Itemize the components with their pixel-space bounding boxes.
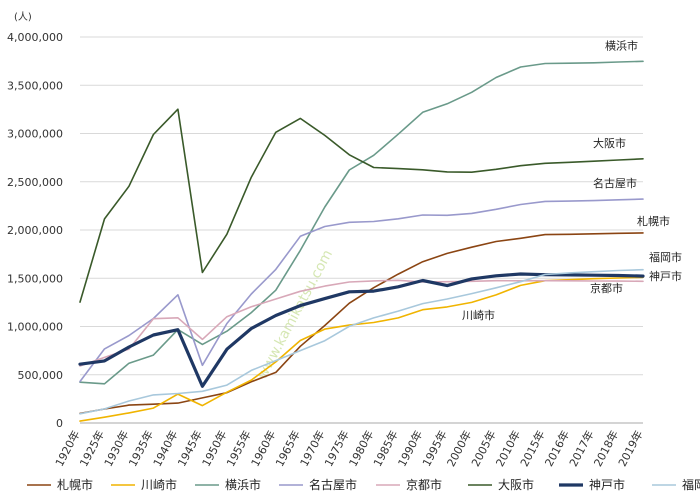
series-label: 札幌市 xyxy=(637,214,670,228)
legend-label: 福岡市 xyxy=(682,477,700,492)
legend-label: 札幌市 xyxy=(57,477,93,492)
grid-lines xyxy=(80,36,643,424)
y-tick-label: 4,000,000 xyxy=(7,31,63,44)
y-tick-label: 1,500,000 xyxy=(7,272,63,285)
series-label: 名古屋市 xyxy=(593,176,637,190)
series-label: 神戸市 xyxy=(649,269,682,283)
legend-label: 横浜市 xyxy=(225,477,261,492)
legend-label: 名古屋市 xyxy=(309,477,357,492)
legend: 札幌市 川崎市 横浜市 名古屋市 京都市 大阪市 神戸市 福岡市 xyxy=(27,477,700,492)
legend-label: 神戸市 xyxy=(589,477,625,492)
series-line xyxy=(79,60,644,385)
series-line xyxy=(79,232,644,415)
y-tick-labels: 0 500,000 1,000,000 1,500,000 2,000,000 2,500… xyxy=(7,31,63,430)
y-axis-unit: (人) xyxy=(14,11,32,23)
series-line xyxy=(79,198,644,383)
series-label: 横浜市 xyxy=(605,38,638,52)
legend-label: 京都市 xyxy=(406,477,442,492)
series-line xyxy=(78,272,645,388)
y-tick-label: 2,500,000 xyxy=(7,176,63,189)
series-label: 川崎市 xyxy=(462,308,495,322)
y-tick-label: 1,000,000 xyxy=(7,321,63,334)
series-lines xyxy=(78,60,645,422)
legend-label: 川崎市 xyxy=(141,477,177,492)
x-tick-labels: 1920年1925年1930年1935年1940年1945年1950年1955年… xyxy=(52,428,646,469)
y-tick-label: 3,000,000 xyxy=(7,128,63,141)
y-tick-label: 3,500,000 xyxy=(7,79,63,92)
y-tick-label: 2,000,000 xyxy=(7,224,63,237)
series-label: 大阪市 xyxy=(593,136,626,150)
series-label: 福岡市 xyxy=(649,250,682,264)
y-tick-label: 500,000 xyxy=(18,369,64,382)
series-line xyxy=(79,279,644,367)
series-line xyxy=(79,108,644,303)
legend-label: 大阪市 xyxy=(498,477,534,492)
series-line xyxy=(79,268,644,415)
series-label: 京都市 xyxy=(590,281,623,295)
series-line xyxy=(79,276,644,422)
y-tick-label: 0 xyxy=(56,417,63,430)
watermark: www.kamikatsu.com xyxy=(254,247,336,382)
